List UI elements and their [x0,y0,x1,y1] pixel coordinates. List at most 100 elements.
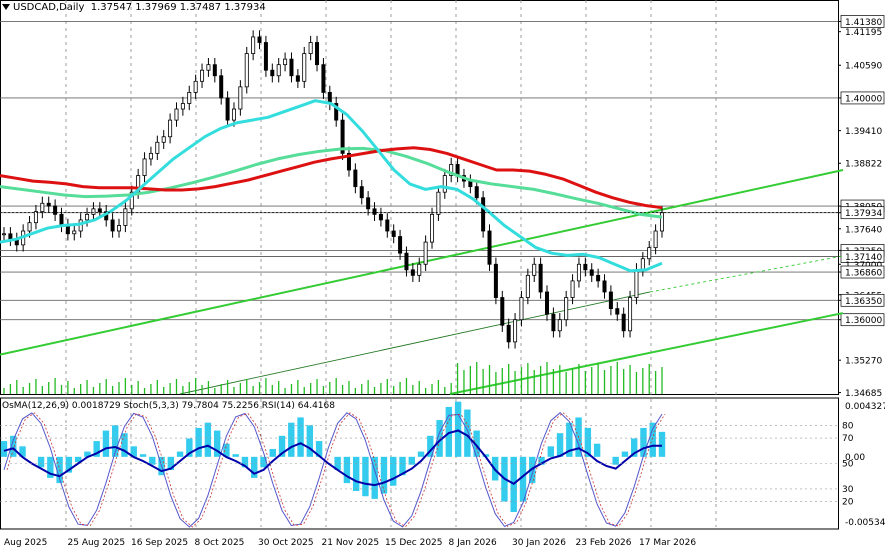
osma-bar [612,456,619,465]
candle-body [340,119,345,154]
osc-level-label: 20 [842,498,854,508]
candle-body [404,252,409,271]
y-tick-label: 1.39410 [845,127,882,137]
candle-body [148,152,153,160]
osma-bar [37,456,45,468]
osma-bar [417,451,425,457]
stoch-signal-line [6,412,666,528]
menu-triangle-icon[interactable] [2,4,10,10]
x-tick-label: 16 Sep 2025 [131,538,188,548]
osma-bar [640,427,647,457]
osma-bar [547,446,554,457]
osma-bar [232,454,239,457]
osc-level-label: 30 [842,485,854,495]
osc-y-min: -0.005342 [845,518,885,528]
indicator-values: OsMA(12,26,9) 0.0018729 Stoch(5,3,3) 79.… [2,401,335,411]
candle-body [302,53,307,82]
candle-body [308,42,313,54]
candle-body [506,324,511,343]
candle-body [263,42,268,71]
candle-body [551,313,556,332]
candle-body [378,213,383,221]
candle-body [168,119,173,138]
osma-bar [630,438,638,457]
x-tick-label: Aug 2025 [4,538,47,548]
candle-body [596,274,601,282]
candle-body [487,230,492,265]
candle-body [212,64,217,77]
osma-bar [112,425,119,457]
osma-bar [223,443,230,457]
candle-body [449,164,454,176]
osma-bar [390,456,397,486]
candle-body [442,175,447,193]
y-tick-label: 1.40000 [845,94,882,104]
osma-bar [649,422,656,457]
indicator-header: OsMA(12,26,9) 0.0018729 Stoch(5,3,3) 79.… [2,401,335,411]
osma-bar [288,422,295,457]
candle-body [615,308,620,315]
osma-bar [47,456,54,478]
ohlc-values: 1.37547 1.37969 1.37487 1.37934 [90,2,266,13]
candle-body [628,297,633,332]
osc-y-max: 0.004327 [845,402,885,412]
candle-body [481,197,486,232]
candle-body [557,319,562,332]
osma-bar [241,456,249,468]
candle-body [238,86,243,110]
osma-bar [297,417,304,457]
candle-body [110,219,115,232]
osma-bar [371,456,378,499]
osma-bar [74,456,82,463]
osma-bar [593,443,601,457]
candle-body [206,64,211,71]
candle-body [27,222,32,232]
y-tick-label: 1.35270 [845,357,882,367]
osma-bar [19,446,26,457]
candle-body [33,211,38,224]
osma-bar [436,420,443,457]
symbol-label: USDCAD,Daily [13,2,85,13]
rsi-line [3,429,662,487]
candle-body [257,36,262,43]
osma-bar [195,427,202,457]
osma-bar [93,441,100,457]
chart-header: USDCAD,Daily 1.37547 1.37969 1.37487 1.3… [2,2,266,13]
candle-body [436,191,441,215]
candle-body [200,69,205,82]
osma-bar [584,427,592,457]
candle-body [283,58,288,66]
x-tick-label: 21 Nov 2025 [322,538,380,548]
candle-body [8,233,13,240]
candle-body [410,269,415,276]
x-tick-label: 25 Aug 2025 [68,538,126,548]
inner-trendline-ext [649,255,844,293]
osma-bar [149,456,156,465]
y-tick-label: 1.37640 [845,225,882,235]
candle-body [97,208,102,212]
candle-body [123,208,128,226]
osc-y-zero: 0.00 [845,453,865,463]
y-tick-label: 1.40590 [845,62,882,72]
inner-trendline [179,291,651,395]
candle-body [116,225,121,232]
y-tick-label: 1.37140 [845,253,882,263]
candle-body [161,136,166,143]
y-tick-label: 1.38822 [845,160,882,170]
candle-body [366,197,371,210]
upper-trendline [0,169,844,356]
candle-body [634,269,639,298]
osma-bar [84,451,91,457]
y-tick-label: 1.36860 [845,269,882,279]
osma-bar [399,456,406,476]
osma-bar [334,456,341,470]
candle-body [430,213,435,243]
osc-level-label: 80 [842,421,854,431]
ma-red-line [0,146,663,210]
candle-body [583,263,588,271]
osma-bar [139,454,147,457]
candle-body [385,219,390,232]
osma-bar [621,451,629,457]
candle-body [621,313,626,332]
candle-body [513,319,518,343]
